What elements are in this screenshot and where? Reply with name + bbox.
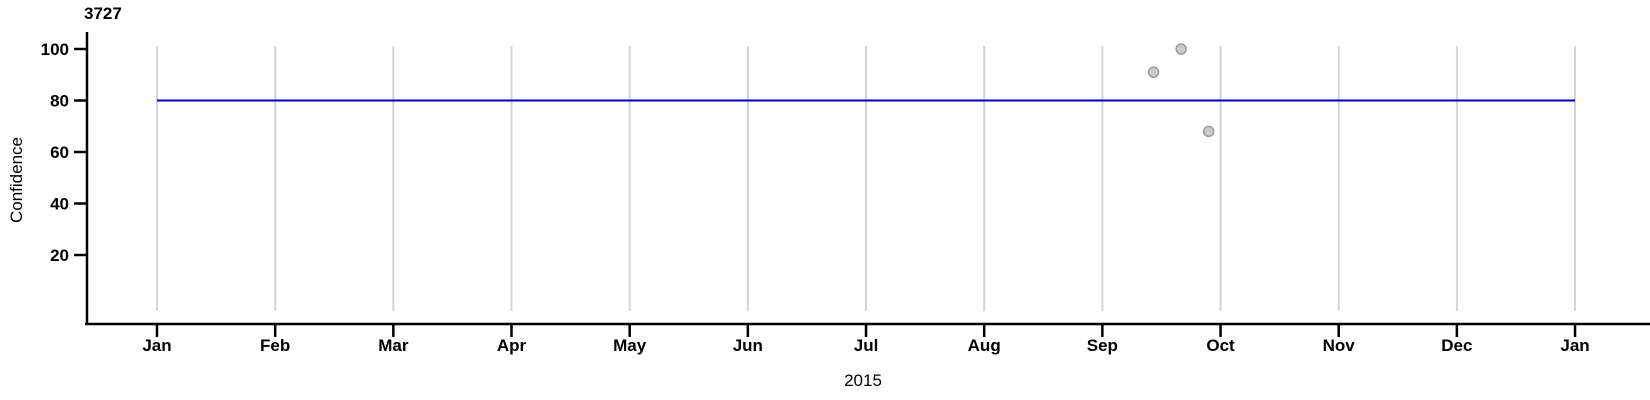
- x-tick-label: Jun: [733, 336, 763, 355]
- x-tick-label: Oct: [1206, 336, 1235, 355]
- x-tick-label: Apr: [497, 336, 527, 355]
- x-axis-label: 2015: [844, 371, 882, 390]
- data-point: [1147, 66, 1160, 78]
- x-tick-label: Jan: [142, 336, 171, 355]
- x-tick-label: Dec: [1441, 336, 1472, 355]
- x-tick-label: May: [613, 336, 647, 355]
- x-tick-label: Sep: [1087, 336, 1118, 355]
- x-tick-label: Aug: [968, 336, 1001, 355]
- x-tick-label: Feb: [260, 336, 290, 355]
- y-tick-label: 60: [50, 143, 69, 162]
- y-tick-label: 80: [50, 92, 69, 111]
- x-tick-label: Mar: [378, 336, 409, 355]
- x-tick-label: Jul: [854, 336, 879, 355]
- x-tick-label: Jan: [1560, 336, 1589, 355]
- y-tick-label: 100: [41, 40, 69, 59]
- x-tick-label: Nov: [1323, 336, 1356, 355]
- chart-title: 3727: [84, 4, 122, 23]
- data-point: [1175, 43, 1187, 55]
- y-tick-label: 20: [50, 246, 69, 265]
- y-tick-label: 40: [50, 195, 69, 214]
- data-point: [1202, 125, 1215, 138]
